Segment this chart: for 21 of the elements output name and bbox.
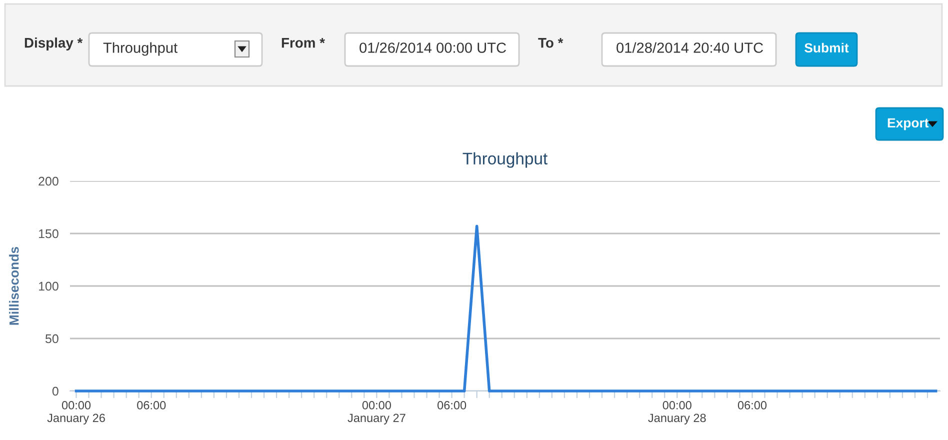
x-tick-label: 00:00 January 27 [348,401,406,424]
text: To * [538,38,564,48]
text: From * [282,38,325,48]
y-tick-label: 50 [45,334,58,344]
text: Display * [24,38,83,50]
y-axis-title: Milliseconds [9,246,19,325]
text: Throughput [103,42,178,56]
x-tick-label: 06:00 [137,401,166,410]
y-tick-label: 150 [38,229,58,238]
y-tick-label: 200 [38,176,58,186]
text: 01/28/2014 20:40 UTC [616,42,763,53]
x-tick-label: 00:00 January 28 [648,401,706,424]
text: 01/26/2014 00:00 UTC [360,42,506,53]
y-tick-label: 100 [38,282,58,291]
text: Export [888,118,929,130]
chart-title: Throughput [462,152,548,168]
x-tick-label: 06:00 [437,401,466,410]
x-tick-label: 00:00 January 26 [47,401,105,424]
y-tick-label: 0 [52,386,58,396]
x-tick-label: 06:00 [738,401,767,410]
text: Submit [804,42,849,53]
